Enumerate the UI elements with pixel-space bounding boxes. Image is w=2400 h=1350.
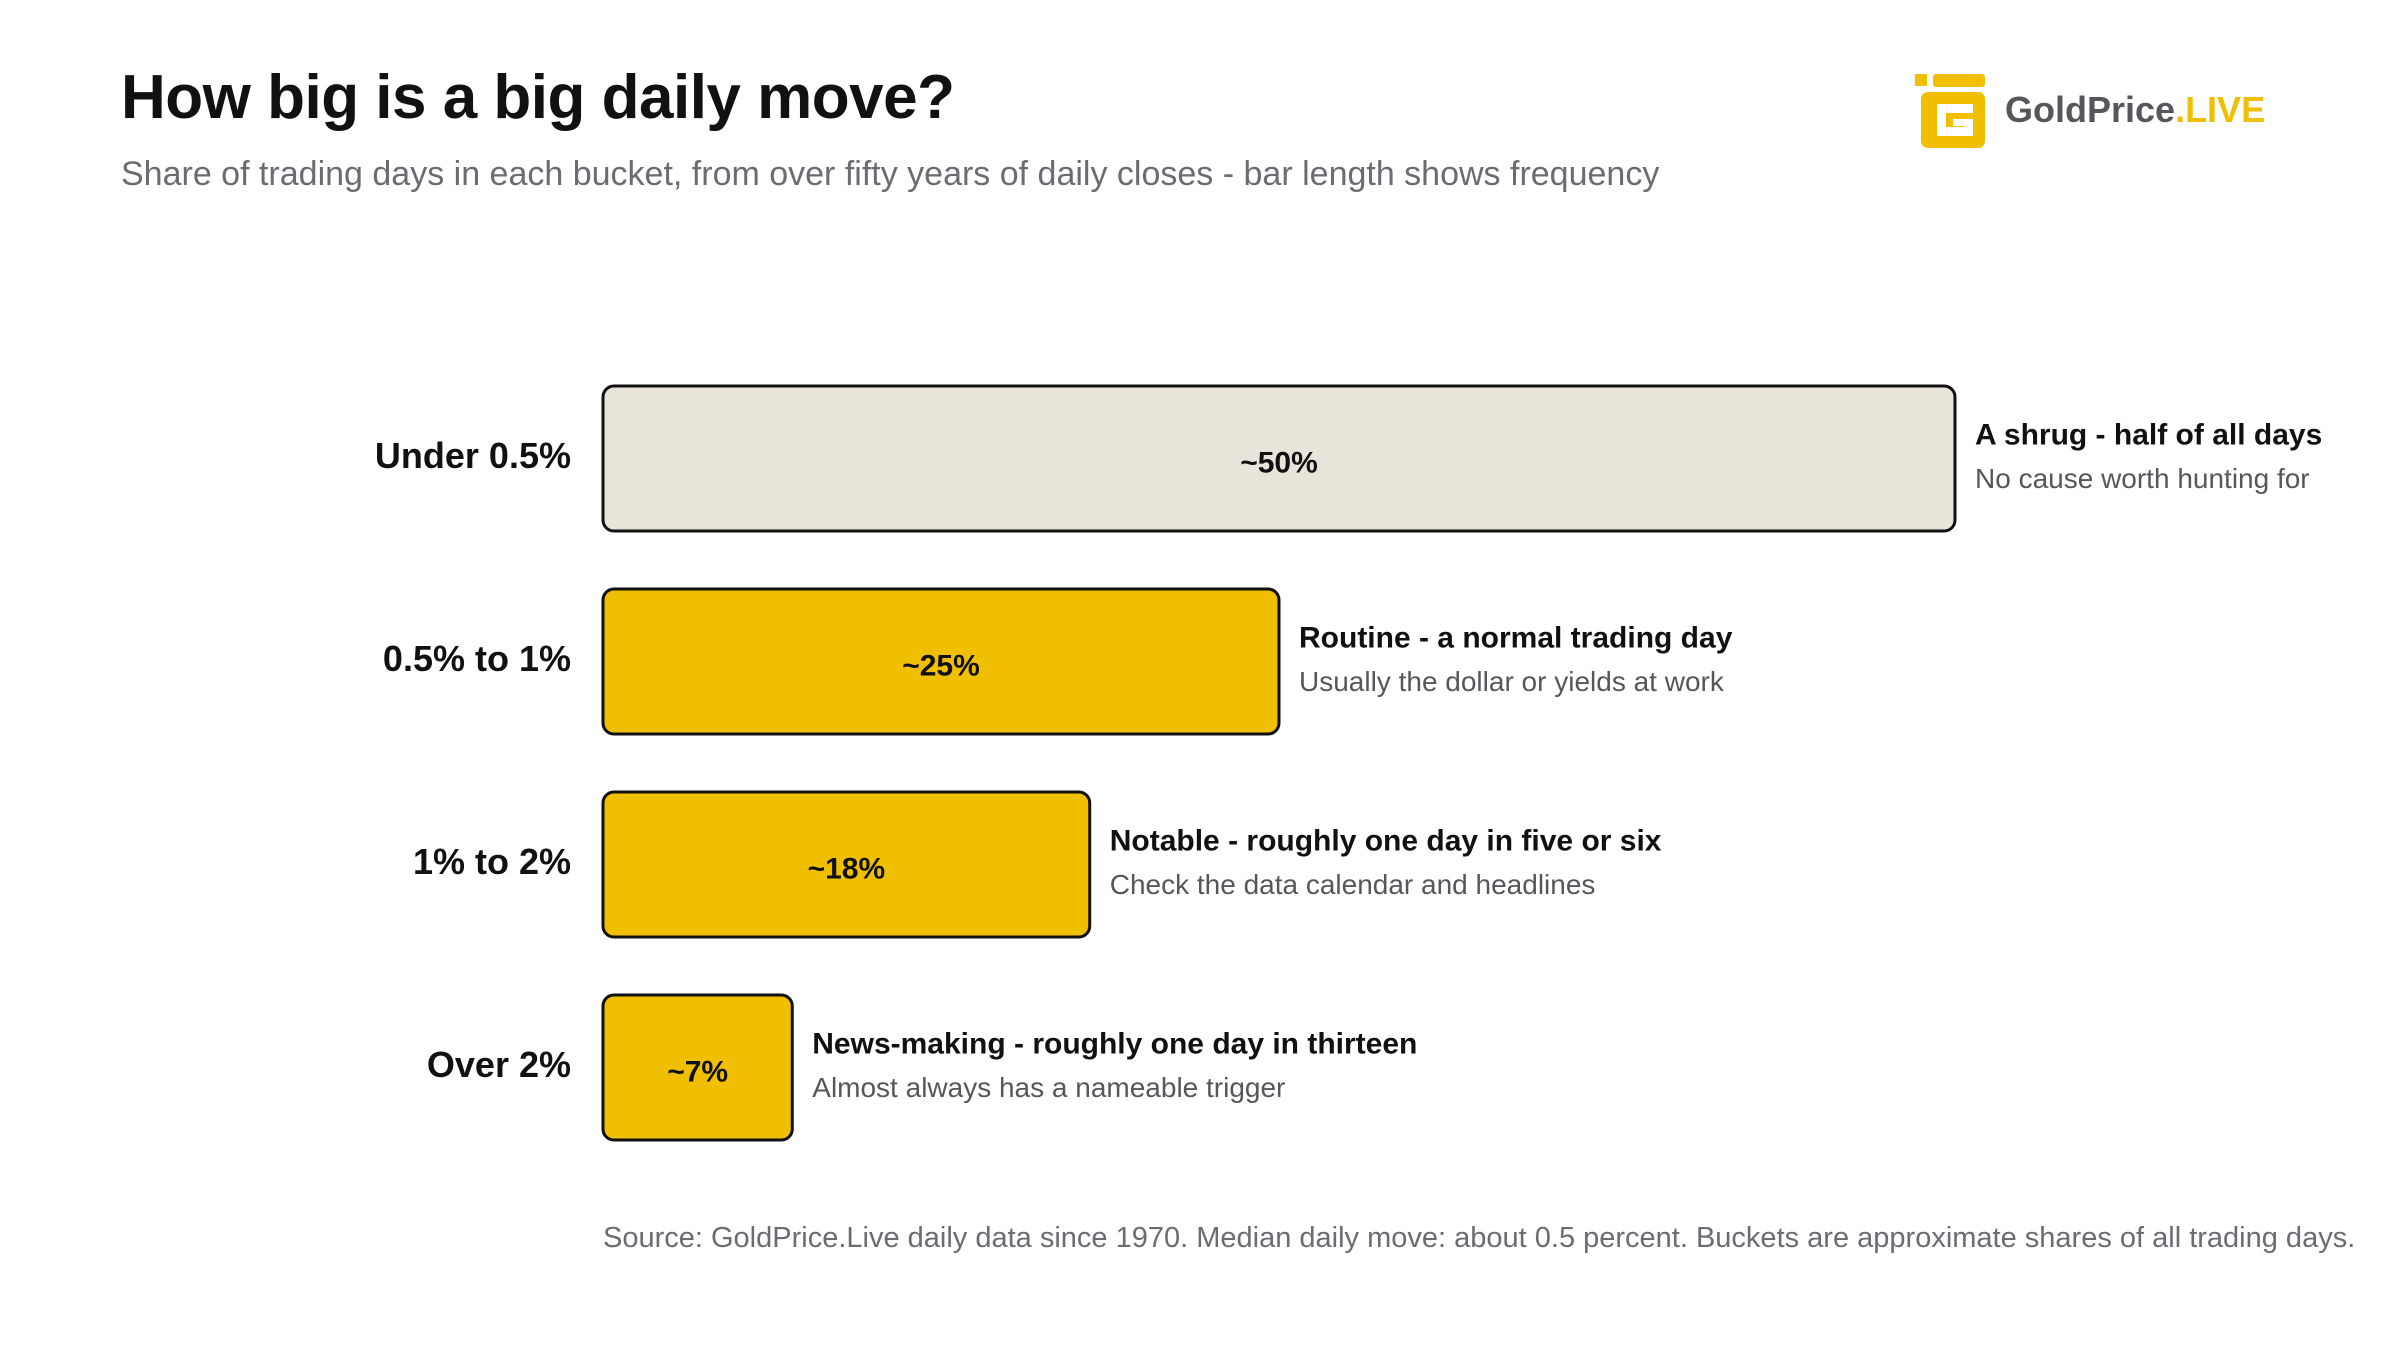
value-label: ~25% bbox=[902, 649, 980, 682]
value-label: ~18% bbox=[808, 852, 886, 885]
category-label: 1% to 2% bbox=[413, 841, 571, 882]
annotation-detail: Check the data calendar and headlines bbox=[1110, 869, 1596, 900]
brand-name-accent: .LIVE bbox=[2175, 89, 2266, 130]
brand-name: GoldPrice.LIVE bbox=[2005, 89, 2265, 131]
annotation-headline: Notable - roughly one day in five or six bbox=[1110, 824, 1662, 857]
brand-name-main: GoldPrice bbox=[2005, 89, 2176, 130]
annotation-headline: Routine - a normal trading day bbox=[1299, 621, 1733, 654]
annotation-detail: Almost always has a nameable trigger bbox=[812, 1072, 1285, 1103]
category-label: Over 2% bbox=[427, 1044, 571, 1085]
bar bbox=[601, 384, 1957, 533]
annotation-detail: Usually the dollar or yields at work bbox=[1299, 666, 1725, 697]
bar bbox=[601, 587, 1281, 736]
annotation-headline: News-making - roughly one day in thirtee… bbox=[812, 1027, 1417, 1060]
annotation-detail: No cause worth hunting for bbox=[1975, 463, 2310, 494]
chart-subtitle: Share of trading days in each bucket, fr… bbox=[121, 155, 1660, 193]
value-label: ~7% bbox=[667, 1055, 728, 1088]
brand-logo[interactable]: GoldPrice.LIVE bbox=[1915, 72, 2265, 148]
source-note: Source: GoldPrice.Live daily data since … bbox=[603, 1222, 2356, 1254]
category-label: Under 0.5% bbox=[375, 435, 571, 476]
chart-title: How big is a big daily move? bbox=[121, 63, 955, 132]
goldprice-logo-icon bbox=[1915, 74, 1985, 148]
annotation-headline: A shrug - half of all days bbox=[1975, 418, 2322, 451]
bar bbox=[601, 993, 794, 1142]
category-label: 0.5% to 1% bbox=[383, 638, 571, 679]
value-label: ~50% bbox=[1240, 446, 1318, 479]
bar bbox=[601, 790, 1092, 939]
